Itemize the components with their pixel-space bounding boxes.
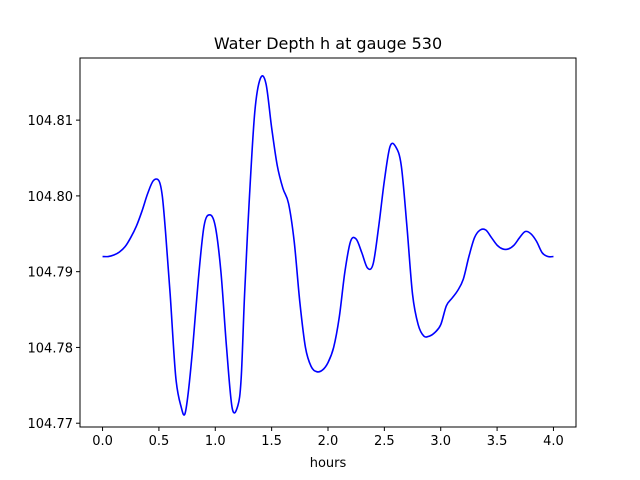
series-line: [102, 75, 554, 416]
x-tick-label: 3.0: [430, 434, 451, 449]
x-tick-label: 0.5: [149, 434, 170, 449]
y-tick-label: 104.80: [28, 190, 74, 205]
x-tick-label: 3.5: [487, 434, 508, 449]
series-layer: [102, 75, 554, 416]
y-tick-label: 104.77: [28, 417, 74, 432]
x-axis-label: hours: [310, 456, 347, 471]
chart-title: Water Depth h at gauge 530: [214, 34, 442, 53]
x-tick-label: 1.5: [261, 434, 282, 449]
plot-area-frame: [79, 57, 577, 428]
x-tick-label: 0.0: [92, 434, 113, 449]
y-tick-label: 104.78: [28, 341, 74, 356]
y-tick-label: 104.79: [28, 266, 74, 281]
y-tick-label: 104.81: [28, 114, 74, 129]
x-tick-label: 2.0: [318, 434, 339, 449]
y-axis-ticks: 104.77 104.78 104.79 104.80 104.81: [28, 114, 80, 432]
x-axis-ticks: 0.0 0.5 1.0 1.5 2.0 2.5 3.0 3.5 4.0: [92, 427, 564, 449]
x-tick-label: 1.0: [205, 434, 226, 449]
x-tick-label: 2.5: [374, 434, 395, 449]
x-tick-label: 4.0: [543, 434, 564, 449]
